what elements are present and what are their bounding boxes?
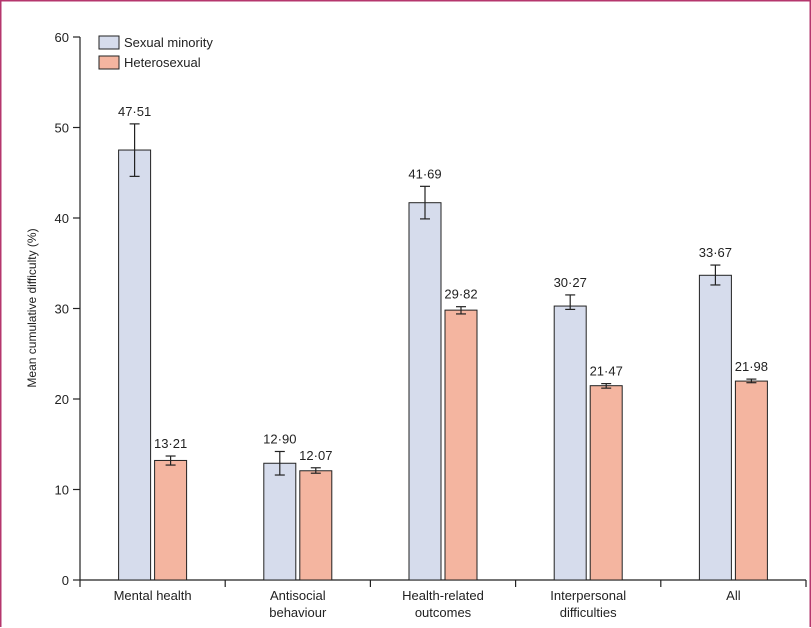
bar-series-group: 47·51 12·90 41·69 30·27 33·67 13·21 12·07 29·82… <box>118 104 768 581</box>
data-label: 47·51 <box>118 104 151 119</box>
x-category-label: All <box>726 588 741 603</box>
data-label: 13·21 <box>154 436 187 451</box>
x-category-label: Interpersonal difficulties <box>550 588 626 620</box>
x-category-label: Health-related outcomes <box>402 588 484 620</box>
bar <box>408 202 442 581</box>
bar <box>444 309 478 581</box>
data-label: 29·82 <box>444 287 477 302</box>
y-axis-title: Mean cumulative difficulty (%) <box>25 228 39 387</box>
x-category-label: Mental health <box>114 588 192 603</box>
bar <box>734 380 768 581</box>
bar <box>118 149 152 581</box>
bar <box>589 385 623 581</box>
y-tick-label: 10 <box>55 483 69 498</box>
legend-label: Heterosexual <box>124 55 201 70</box>
data-label: 12·90 <box>263 431 296 446</box>
bar <box>263 462 297 581</box>
y-tick-label: 50 <box>55 121 69 136</box>
bar <box>553 305 587 581</box>
y-tick-label: 40 <box>55 211 69 226</box>
y-tick-label: 60 <box>55 30 69 45</box>
bar <box>698 274 732 581</box>
legend-label: Sexual minority <box>124 35 213 50</box>
y-tick-label: 0 <box>62 573 69 588</box>
chart-legend: Sexual minority Heterosexual <box>98 35 213 70</box>
bar <box>299 470 333 581</box>
data-label: 30·27 <box>554 275 587 290</box>
data-label: 21·98 <box>735 359 768 374</box>
data-label: 33·67 <box>699 245 732 260</box>
y-tick-label: 20 <box>55 392 69 407</box>
y-tick-label: 30 <box>55 302 69 317</box>
bar <box>154 459 188 581</box>
legend-swatch <box>98 35 120 50</box>
data-label: 21·47 <box>590 364 623 379</box>
legend-swatch <box>98 55 120 70</box>
data-label: 12·07 <box>299 448 332 463</box>
chart-axes: 0 10 20 30 40 50 60 Mental health Antisocial beha… <box>55 30 807 620</box>
data-label: 41·69 <box>408 166 441 181</box>
x-category-label: Antisocial behaviour <box>269 588 327 620</box>
